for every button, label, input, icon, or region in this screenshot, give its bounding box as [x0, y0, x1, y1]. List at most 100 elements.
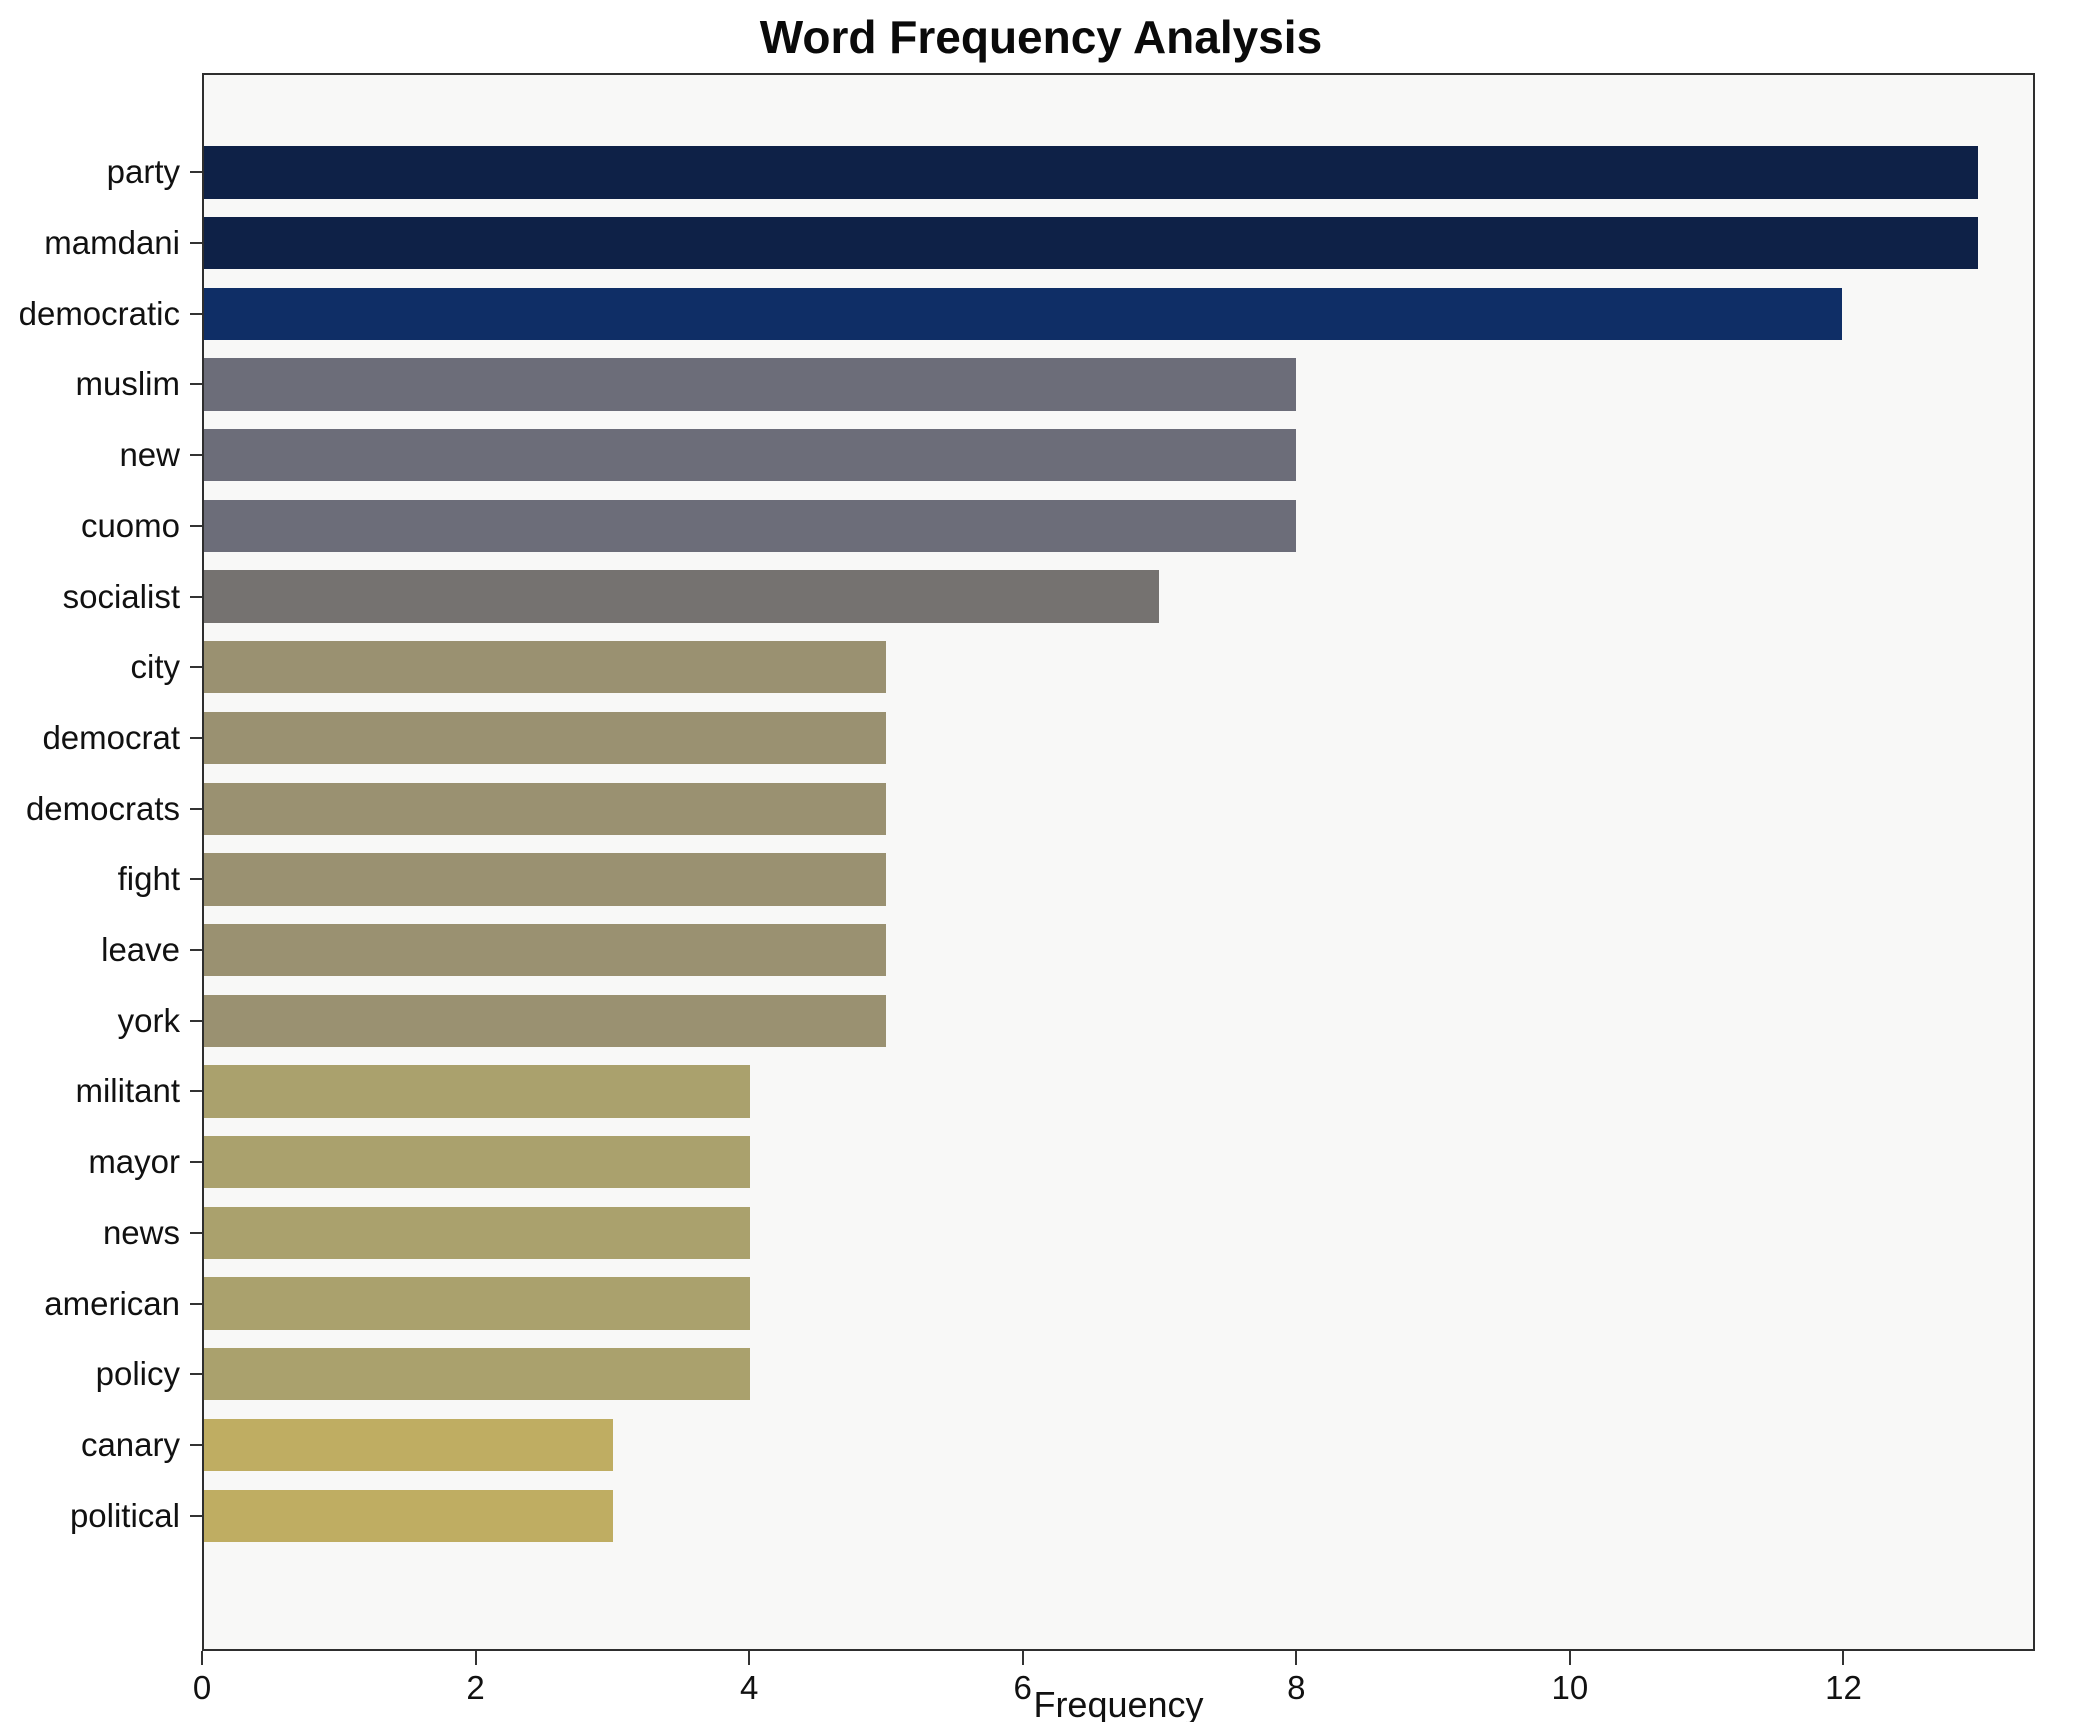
x-tick-mark	[201, 1651, 203, 1665]
bar-cuomo	[204, 499, 1296, 553]
y-tick-mark	[190, 949, 202, 952]
bar-row: york	[118, 985, 2033, 1056]
bar-york	[204, 994, 887, 1047]
bar-row: city	[131, 632, 2033, 703]
bar-row: political	[70, 1480, 2033, 1551]
y-tick-mark	[190, 1444, 202, 1446]
bar-row: american	[44, 1268, 2033, 1339]
bar-democratic	[204, 287, 1842, 340]
x-tick-label: 4	[739, 1669, 759, 1706]
x-tick-label: 2	[466, 1669, 485, 1706]
y-tick-label: mayor	[88, 1143, 180, 1181]
y-tick-label: leave	[101, 931, 180, 969]
x-axis-label: Frequency	[1033, 1684, 1204, 1722]
y-tick-mark	[190, 454, 202, 457]
x-tick-label: 12	[1825, 1669, 1862, 1706]
y-tick-label: city	[130, 648, 181, 686]
x-tick-mark	[1568, 1651, 1571, 1665]
bar-militant	[204, 1065, 750, 1118]
bar-row: democratic	[19, 278, 2033, 349]
x-tick-mark	[474, 1651, 477, 1665]
x-tick-label: 10	[1551, 1669, 1589, 1706]
y-tick-mark	[190, 1231, 202, 1234]
bar-socialist	[204, 570, 1160, 623]
bar-row: fight	[118, 844, 2033, 915]
y-tick-mark	[190, 1373, 202, 1376]
y-tick-mark	[190, 1514, 202, 1517]
bar-row: militant	[75, 1056, 2033, 1127]
y-tick-label: american	[44, 1284, 180, 1322]
bar-row: mayor	[88, 1127, 2033, 1198]
y-tick-label: york	[117, 1001, 180, 1039]
x-tick-mark	[1842, 1651, 1845, 1665]
bar-party	[204, 146, 1979, 199]
bar-mayor	[204, 1136, 750, 1189]
bar-row: news	[103, 1198, 2033, 1269]
bar-row: socialist	[63, 561, 2033, 632]
y-tick-label: militant	[75, 1072, 180, 1110]
chart-title: Word Frequency Analysis	[759, 11, 1323, 63]
y-tick-label: democrat	[42, 718, 180, 756]
bar-fight	[204, 853, 887, 906]
bar-row: democrat	[42, 703, 2033, 774]
y-tick-label: fight	[117, 860, 180, 898]
bar-city	[204, 641, 887, 694]
y-tick-mark	[190, 736, 202, 739]
y-tick-label: democratic	[18, 294, 180, 332]
plot-area: party mamdani democratic muslim new cuomo soci…	[19, 73, 2035, 1651]
y-tick-mark	[190, 1090, 202, 1093]
bar-canary	[204, 1418, 614, 1472]
y-tick-label: socialist	[62, 577, 180, 615]
y-tick-mark	[190, 666, 202, 669]
x-tick-mark	[748, 1651, 751, 1665]
bar-row: cuomo	[81, 491, 2033, 562]
bar-democrat	[204, 711, 887, 765]
bar-mamdani	[204, 216, 1979, 270]
y-tick-label: mamdani	[44, 224, 180, 262]
y-tick-mark	[190, 171, 202, 174]
bar-row: canary	[81, 1410, 2033, 1481]
y-tick-label: canary	[80, 1426, 180, 1463]
x-tick-mark	[1021, 1651, 1024, 1665]
bar-political	[204, 1489, 614, 1542]
bar-row: mamdani	[44, 208, 2033, 279]
y-tick-mark	[190, 1019, 202, 1022]
y-tick-label: party	[106, 153, 180, 191]
x-tick-mark	[1295, 1651, 1298, 1665]
x-tick-label: 0	[192, 1669, 212, 1706]
bar-row: party	[107, 137, 2033, 208]
y-tick-label: democrats	[25, 789, 180, 827]
y-tick-label: political	[69, 1496, 180, 1534]
bar-row: new	[119, 420, 2033, 491]
y-tick-mark	[190, 242, 202, 245]
bar-muslim	[204, 358, 1296, 411]
x-axis-ticks: 0 2 4 6 8 10 12	[193, 1651, 2035, 1721]
y-tick-mark	[190, 383, 202, 386]
y-tick-label: cuomo	[80, 506, 180, 544]
y-tick-label: news	[102, 1213, 180, 1251]
bar-leave	[204, 923, 887, 977]
y-tick-mark	[190, 595, 202, 598]
bar-democrats	[204, 782, 887, 835]
bar-row: democrats	[26, 773, 2033, 844]
bar-row: policy	[96, 1339, 2033, 1410]
bar-row: muslim	[76, 349, 2033, 420]
bar-row: leave	[101, 915, 2033, 986]
x-tick-label: 6	[1013, 1669, 1032, 1706]
x-tick-label: 8	[1287, 1669, 1306, 1706]
y-tick-mark	[190, 312, 202, 315]
y-tick-mark	[190, 524, 202, 527]
y-tick-mark	[190, 878, 202, 881]
bar-american	[204, 1277, 750, 1330]
y-tick-mark	[190, 807, 202, 810]
bar-news	[204, 1206, 750, 1260]
bars: party mamdani democratic muslim new cuomo soci…	[19, 137, 2033, 1551]
bar-new	[204, 429, 1296, 482]
y-tick-label: new	[119, 436, 180, 474]
bar-policy	[204, 1348, 750, 1401]
y-tick-label: muslim	[75, 365, 181, 403]
y-tick-mark	[190, 1161, 202, 1164]
y-tick-mark	[190, 1302, 202, 1305]
y-tick-label: policy	[95, 1355, 180, 1393]
